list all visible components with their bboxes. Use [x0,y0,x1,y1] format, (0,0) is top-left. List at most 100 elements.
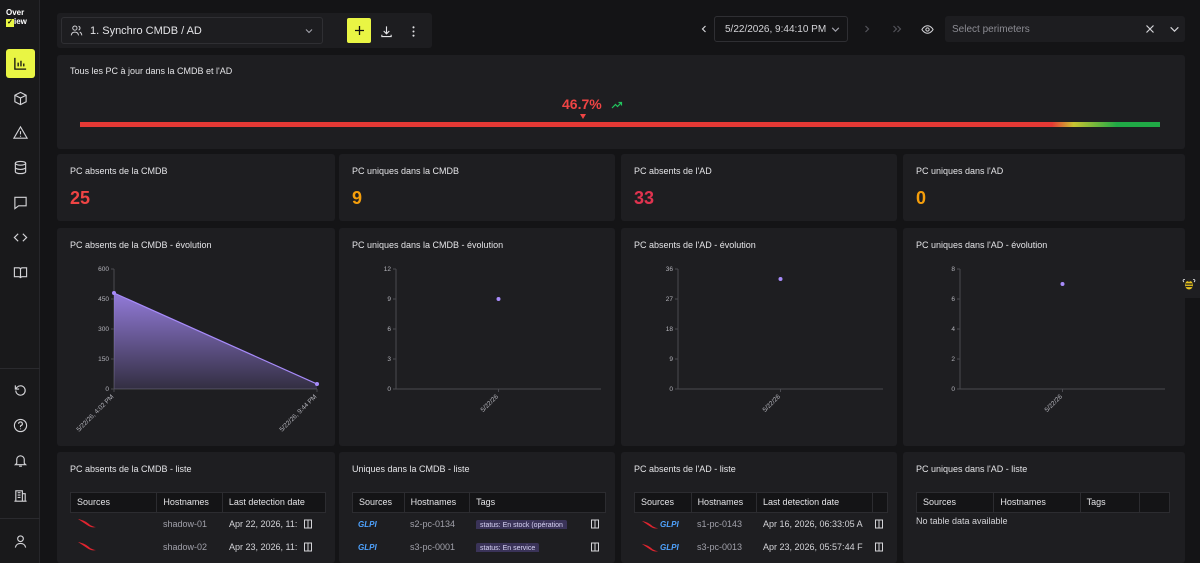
crowdstrike-icon [78,519,96,528]
latest-date-button[interactable] [886,18,908,40]
chevron-down-icon[interactable] [1169,24,1180,35]
table-row[interactable]: shadow-02 Apr 23, 2026, 11: [70,537,313,557]
column-header[interactable]: Sources [635,492,692,513]
x-tick-label: 5/22/26 [762,393,783,414]
gauge-panel: Tous les PC à jour dans la CMDB et l'AD [57,55,1185,149]
status-tag: status: En service [476,543,540,552]
details-icon[interactable] [590,519,600,529]
sidebar-item-messages[interactable] [6,188,35,217]
message-icon [14,196,27,210]
column-header[interactable]: Last detection date [228,497,305,507]
date-cell: Apr 23, 2026, 05:57:44 F [763,542,863,552]
column-header[interactable]: Hostnames [994,492,1081,513]
sidebar-item-notifications[interactable] [6,446,35,475]
chevron-down-icon [831,27,840,33]
sidebar-item-assets[interactable] [6,84,35,113]
table-row[interactable]: shadow-01 Apr 22, 2026, 11: [70,514,313,534]
visibility-toggle[interactable] [916,18,938,40]
details-icon[interactable] [874,542,884,552]
y-tick-label: 9 [387,296,391,303]
details-icon[interactable] [303,542,313,552]
status-tag: status: En stock (opération [476,520,567,529]
warning-icon [13,125,28,139]
sidebar-item-code[interactable] [6,223,35,252]
chart-panel: PC absents de l'AD - évolution 36 27 18 9 0 5… [621,228,897,446]
details-icon[interactable] [303,519,313,529]
table-panel: Uniques dans la CMDB - liste Sources Hos… [339,452,615,563]
sidebar-item-profile[interactable] [6,527,35,556]
y-tick-label: 3 [387,356,391,363]
column-header[interactable]: Sources [71,492,158,513]
assistant-button[interactable] [1177,270,1200,298]
sidebar-item-dashboards[interactable] [6,49,35,78]
y-tick-label: 150 [98,356,109,363]
stat-value: 0 [916,188,927,208]
perimeter-select[interactable]: Select perimeters [945,16,1185,42]
column-header[interactable]: Tags [1081,492,1141,513]
column-header[interactable]: Hostnames [157,492,223,513]
table-row[interactable]: GLPI s3-pc-0001 status: En service [352,537,600,557]
column-header[interactable]: Hostnames [692,492,758,513]
date-picker[interactable]: 5/22/2026, 9:44:10 PM [714,16,848,42]
column-header[interactable]: Tags [476,497,496,507]
sidebar-item-alerts[interactable] [6,118,35,147]
date-cell: Apr 22, 2026, 11: [229,519,298,529]
chevron-down-icon [305,29,313,34]
chart-panel: PC uniques dans l'AD - évolution 8 6 4 2 0 5/… [903,228,1185,446]
y-tick-label: 36 [666,266,674,273]
dashboard-selector[interactable]: 1. Synchro CMDB / AD [61,17,323,44]
table-row[interactable]: GLPI s1-pc-0143 Apr 16, 2026, 06:33:05 A [634,514,884,534]
table-title: Uniques dans la CMDB - liste [352,464,470,474]
y-tick-label: 9 [669,356,673,363]
chevrons-right-icon [893,25,902,33]
chart-panel: PC absents de la CMDB - évolution 600 450… [57,228,335,446]
user-icon [14,535,27,548]
y-tick-label: 0 [951,386,955,393]
hostname-cell: s1-pc-0143 [697,519,743,529]
building-icon [14,490,27,502]
add-widget-button[interactable] [347,18,371,43]
sidebar-item-database[interactable] [6,153,35,182]
previous-date-button[interactable] [693,18,715,40]
column-header[interactable]: Sources [353,492,405,513]
table-row[interactable]: GLPI s2-pc-0134 status: En stock (opérat… [352,514,600,534]
details-icon[interactable] [590,542,600,552]
gauge-value: 46.7% [562,96,602,112]
sidebar-item-reports[interactable] [6,481,35,510]
hostname-cell: s2-pc-0134 [410,519,456,529]
table-panel: PC absents de l'AD - liste Sources Hostn… [621,452,897,563]
sidebar: Over ✓iew [0,0,40,563]
sidebar-item-help[interactable] [6,411,35,440]
data-point [778,277,783,281]
sidebar-divider [0,368,40,369]
download-icon [380,25,392,37]
next-date-button[interactable] [856,18,878,40]
logo-line1: Over [6,8,25,17]
plus-icon [354,26,364,35]
users-icon [70,25,83,36]
more-options-button[interactable] [402,20,424,42]
chevron-left-icon [701,25,706,33]
sidebar-item-history[interactable] [6,376,35,405]
chart-svg: 600 450 300 150 05/22/26, 4:02 PM 5/22/26, 9:… [75,266,319,433]
table-row[interactable]: GLPI s3-pc-0013 Apr 23, 2026, 05:57:44 F [634,537,884,557]
date-cell: Apr 16, 2026, 06:33:05 A [763,519,863,529]
column-header[interactable]: Last detection date [757,492,874,513]
close-icon[interactable] [1145,24,1155,34]
glpi-icon: GLPI [358,542,377,552]
gauge-bar [80,122,1160,127]
details-icon[interactable] [874,519,884,529]
sidebar-item-docs[interactable] [6,258,35,287]
column-header[interactable]: Sources [917,492,995,513]
column-header[interactable]: Hostnames [405,492,471,513]
chart-title: PC absents de la CMDB - évolution [70,240,212,250]
y-tick-label: 8 [951,266,955,273]
logo-line2: iew [14,17,27,26]
glpi-icon: GLPI [660,542,679,552]
column-header-spacer [873,492,887,513]
crowdstrike-icon [641,520,659,528]
app-logo[interactable]: Over ✓iew [6,8,34,30]
y-tick-label: 0 [387,386,391,393]
download-button[interactable] [375,20,397,42]
x-tick-label: 5/22/26, 4:02 PM [75,393,115,433]
